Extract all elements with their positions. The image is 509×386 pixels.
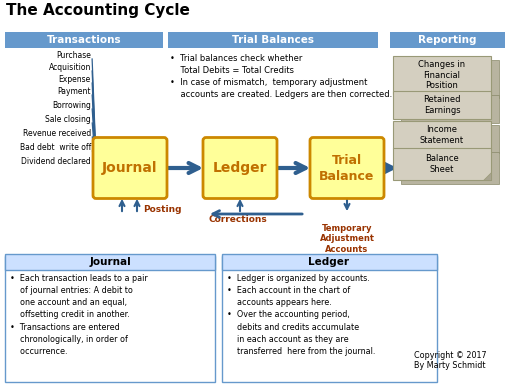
FancyBboxPatch shape [392,121,490,149]
Text: Purchase: Purchase [56,51,91,61]
Text: Retained
Earnings: Retained Earnings [422,95,460,115]
Text: Bad debt  write off: Bad debt write off [19,144,91,152]
FancyBboxPatch shape [5,256,215,382]
FancyBboxPatch shape [93,137,166,198]
Text: •  Ledger is organized by accounts.
•  Each account in the chart of
    accounts: • Ledger is organized by accounts. • Eac… [227,274,375,356]
FancyBboxPatch shape [5,254,215,270]
Text: Copyright © 2017
By Marty Schmidt: Copyright © 2017 By Marty Schmidt [413,350,486,370]
Polygon shape [482,172,490,180]
FancyBboxPatch shape [400,152,498,184]
FancyBboxPatch shape [309,137,383,198]
FancyBboxPatch shape [392,91,490,119]
FancyBboxPatch shape [389,32,504,48]
Text: Ledger: Ledger [212,161,267,175]
Text: Payment: Payment [58,88,91,96]
FancyBboxPatch shape [221,254,436,270]
FancyBboxPatch shape [392,56,490,94]
Text: •  Trial balances check whether
    Total Debits = Total Credits
•  In case of m: • Trial balances check whether Total Deb… [169,54,391,100]
Text: Dividend declared: Dividend declared [21,156,91,166]
FancyBboxPatch shape [167,32,377,48]
Text: Journal: Journal [102,161,157,175]
Text: Journal: Journal [89,257,131,267]
Text: •  Each transaction leads to a pair
    of journal entries: A debit to
    one a: • Each transaction leads to a pair of jo… [10,274,148,356]
Text: Balance
Sheet: Balance Sheet [425,154,458,174]
Text: Ledger: Ledger [308,257,349,267]
FancyBboxPatch shape [400,60,498,98]
FancyBboxPatch shape [5,32,163,48]
Text: Trial
Balance: Trial Balance [319,154,374,183]
Text: Temporary
Adjustment
Accounts: Temporary Adjustment Accounts [319,224,374,254]
FancyBboxPatch shape [392,148,490,180]
FancyBboxPatch shape [400,95,498,123]
Text: Revenue received: Revenue received [23,129,91,139]
Text: Corrections: Corrections [208,215,267,225]
Text: Reporting: Reporting [417,35,475,45]
Text: Borrowing: Borrowing [52,102,91,110]
FancyBboxPatch shape [221,256,436,382]
Text: The Accounting Cycle: The Accounting Cycle [6,3,189,18]
FancyBboxPatch shape [203,137,276,198]
Text: Income
Statement: Income Statement [419,125,463,145]
Text: Changes in
Financial
Position: Changes in Financial Position [417,60,465,90]
FancyBboxPatch shape [400,125,498,153]
Text: Posting: Posting [143,205,181,215]
Text: Transactions: Transactions [47,35,121,45]
Text: Expense: Expense [59,76,91,85]
Text: Sale closing: Sale closing [45,115,91,125]
Text: Trial Balances: Trial Balances [232,35,314,45]
Text: Acquisition: Acquisition [48,64,91,73]
